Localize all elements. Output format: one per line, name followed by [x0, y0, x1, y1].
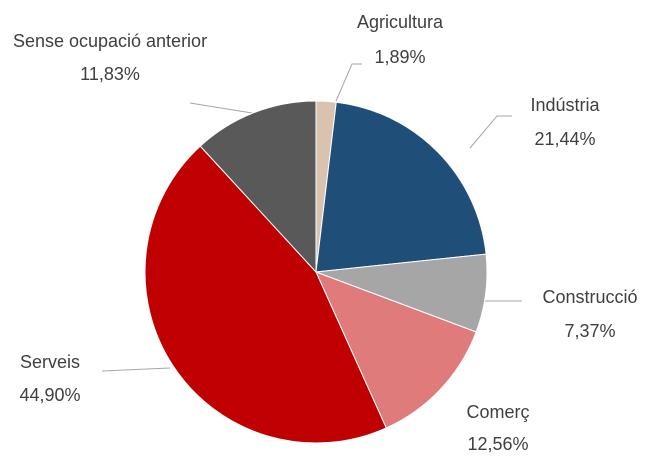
value-label: 12,56% — [467, 434, 528, 454]
category-label: Comerç — [466, 402, 529, 422]
category-label: Construcció — [542, 287, 637, 307]
value-label: 21,44% — [534, 129, 595, 149]
value-label: 44,90% — [19, 385, 80, 405]
pie-slice — [144, 145, 387, 444]
pie-slice — [315, 271, 477, 429]
pie-slice — [315, 101, 487, 273]
category-label: Sense ocupació anterior — [13, 31, 207, 51]
leader-line — [335, 63, 362, 102]
category-label: Indústria — [530, 95, 600, 115]
category-label: Serveis — [20, 352, 80, 372]
leader-line — [101, 367, 171, 372]
category-label: Agricultura — [357, 12, 444, 32]
value-label: 11,83% — [80, 64, 140, 84]
value-label: 7,37% — [564, 321, 615, 341]
leader-line — [189, 102, 253, 114]
pie-slice — [199, 100, 317, 274]
leader-line — [469, 115, 512, 149]
value-label: 1,89% — [374, 47, 425, 67]
